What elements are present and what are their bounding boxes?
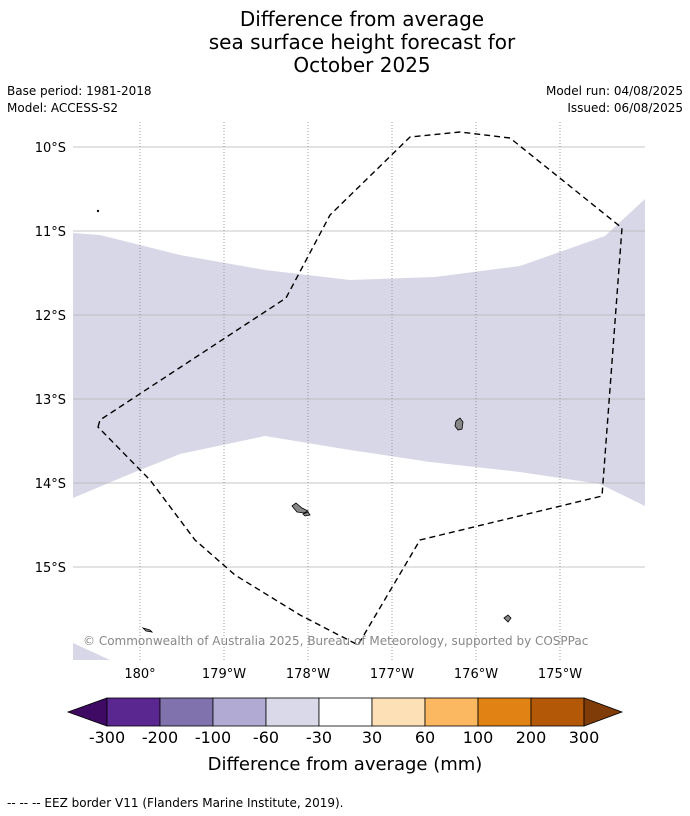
lat-label: 10°S	[35, 141, 66, 156]
title-line-1: Difference from average	[239, 7, 485, 31]
lat-label: 14°S	[35, 477, 66, 492]
map-area: © Commonwealth of Australia 2025, Bureau…	[73, 122, 645, 660]
lon-label: 177°W	[370, 667, 414, 682]
colorbar-title: Difference from average (mm)	[208, 754, 483, 775]
issued-date: Issued: 06/08/2025	[567, 101, 683, 115]
lat-label: 13°S	[35, 393, 66, 408]
colorbar-cell	[106, 697, 161, 727]
metadata-right: Model run: 04/08/2025 Issued: 06/08/2025	[546, 83, 683, 117]
title-line-3: October 2025	[293, 53, 431, 77]
lon-label: 180°	[124, 667, 155, 682]
colorbar-cell	[424, 697, 479, 727]
colorbar-tick: 60	[415, 728, 435, 747]
lon-label: 176°W	[454, 667, 498, 682]
model-name: Model: ACCESS-S2	[7, 101, 119, 115]
islands	[96, 209, 512, 633]
lon-label: 175°W	[538, 667, 582, 682]
islet-northwest	[96, 209, 100, 213]
colorbar-tick: -60	[253, 728, 279, 747]
colorbar-tick: -300	[89, 728, 125, 747]
lon-label: 179°W	[202, 667, 246, 682]
colorbar-cell	[477, 697, 532, 727]
lon-labels: 180° 179°W 178°W 177°W 176°W 175°W	[124, 667, 582, 682]
colorbar	[66, 697, 624, 727]
colorbar-cell	[212, 697, 267, 727]
lon-label: 178°W	[286, 667, 330, 682]
island-east	[454, 417, 464, 431]
lat-labels: 10°S 11°S 12°S 13°S 14°S 15°S	[35, 141, 66, 576]
colorbar-tick: -200	[142, 728, 178, 747]
island-southwest	[141, 627, 154, 633]
colorbar-tick: 30	[362, 728, 382, 747]
model-run: Model run: 04/08/2025	[545, 84, 683, 98]
metadata-left: Base period: 1981-2018 Model: ACCESS-S2	[7, 83, 152, 117]
chart-title: Difference from average sea surface heig…	[0, 8, 690, 77]
colorbar-tick: 100	[463, 728, 494, 747]
colorbar-extend-high	[583, 697, 624, 727]
colorbar-cell	[318, 697, 373, 727]
colorbar-cell	[265, 697, 320, 727]
colorbar-tick: -30	[306, 728, 332, 747]
lat-label: 15°S	[35, 561, 66, 576]
anomaly-band	[73, 199, 645, 506]
island-west-small	[302, 511, 311, 517]
lat-label: 11°S	[35, 225, 66, 240]
colorbar-cell	[159, 697, 214, 727]
eez-border	[97, 131, 623, 646]
anomaly-band-corner	[73, 643, 110, 660]
base-period: Base period: 1981-2018	[7, 84, 152, 98]
colorbar-tick: 200	[516, 728, 547, 747]
colorbar-tick: 300	[569, 728, 600, 747]
colorbar-ticks: -300 -200 -100 -60 -30 30 60 100 200 300	[89, 728, 599, 747]
colorbar-cell	[530, 697, 585, 727]
footnote-eez: -- -- -- EEZ border V11 (Flanders Marine…	[7, 796, 344, 810]
colorbar-extend-low	[66, 697, 108, 727]
colorbar-cell	[371, 697, 426, 727]
island-west	[291, 502, 309, 514]
lat-gridlines	[73, 146, 645, 568]
colorbar-tick: -100	[195, 728, 231, 747]
island-southeast	[503, 614, 512, 623]
copyright-text: © Commonwealth of Australia 2025, Bureau…	[83, 634, 588, 648]
title-line-2: sea surface height forecast for	[208, 30, 516, 54]
lat-label: 12°S	[35, 309, 66, 324]
